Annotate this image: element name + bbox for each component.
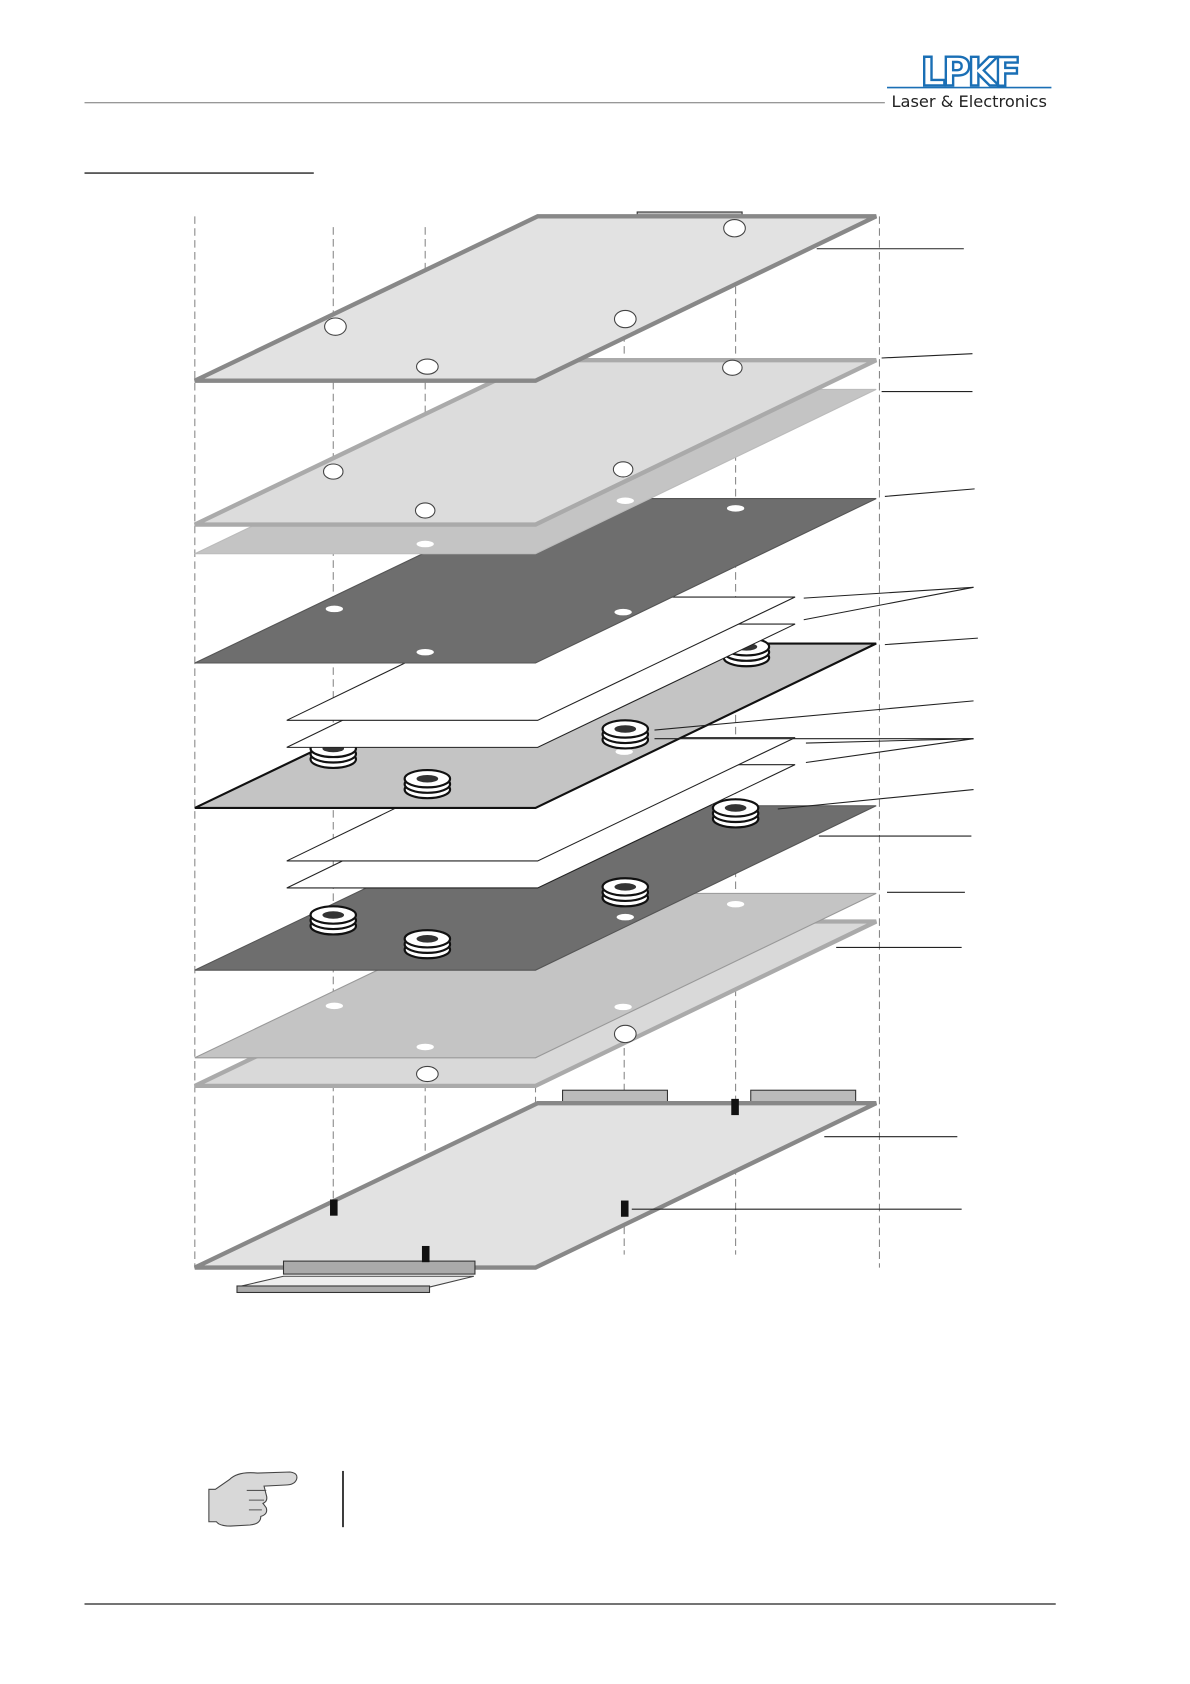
hole [613, 1024, 637, 1044]
coil-spring-center [416, 935, 439, 943]
hole [322, 463, 344, 480]
leader-line [805, 738, 974, 744]
hole [612, 461, 634, 478]
slot-hole [325, 1002, 343, 1010]
slot-hole [416, 648, 434, 656]
locating-pin [421, 1245, 430, 1263]
slot-hole [616, 913, 634, 921]
coil-spring-center [724, 804, 747, 812]
locating-pin [620, 1200, 629, 1217]
leader-line [803, 586, 974, 621]
leader-line [654, 700, 974, 731]
slot-hole [416, 1043, 434, 1051]
pointing-hand-icon [208, 1471, 298, 1527]
logo-mark: LPKF [921, 50, 1019, 95]
hole [722, 359, 743, 376]
logo-tagline: Laser & Electronics [892, 92, 1047, 111]
hole [613, 309, 637, 329]
slot-hole [614, 1003, 632, 1011]
front-clamp-bar [282, 1260, 476, 1275]
slot-hole [616, 497, 634, 505]
lpkf-logo: LPKF Laser & Electronics [887, 49, 1052, 111]
coil-spring-center [416, 774, 439, 783]
leader-line [777, 789, 974, 810]
slot-hole [726, 505, 745, 512]
hole [414, 502, 436, 519]
hole [723, 219, 746, 238]
locating-pin [731, 1098, 739, 1116]
front-rail-edge [236, 1285, 431, 1294]
hole [416, 1065, 439, 1083]
press-pad [193, 357, 878, 527]
leader-line [884, 488, 975, 497]
leader-line [805, 738, 974, 764]
top-press-plate [193, 214, 878, 383]
exploded-layer-diagram [193, 211, 978, 1294]
slot-hole [615, 748, 633, 755]
coil-spring-center [614, 883, 637, 891]
slot-hole [726, 900, 745, 908]
leader-line [884, 637, 978, 646]
leader-line [803, 586, 974, 599]
slot-hole [614, 608, 632, 616]
locating-pin [330, 1199, 338, 1216]
hole [416, 358, 439, 375]
hole [324, 317, 347, 336]
slot-hole [416, 540, 434, 548]
base-plate [193, 1101, 878, 1270]
slot-hole [325, 605, 343, 613]
coil-spring-center [614, 725, 637, 733]
coil-spring-center [322, 911, 345, 919]
leader-line [881, 353, 973, 359]
